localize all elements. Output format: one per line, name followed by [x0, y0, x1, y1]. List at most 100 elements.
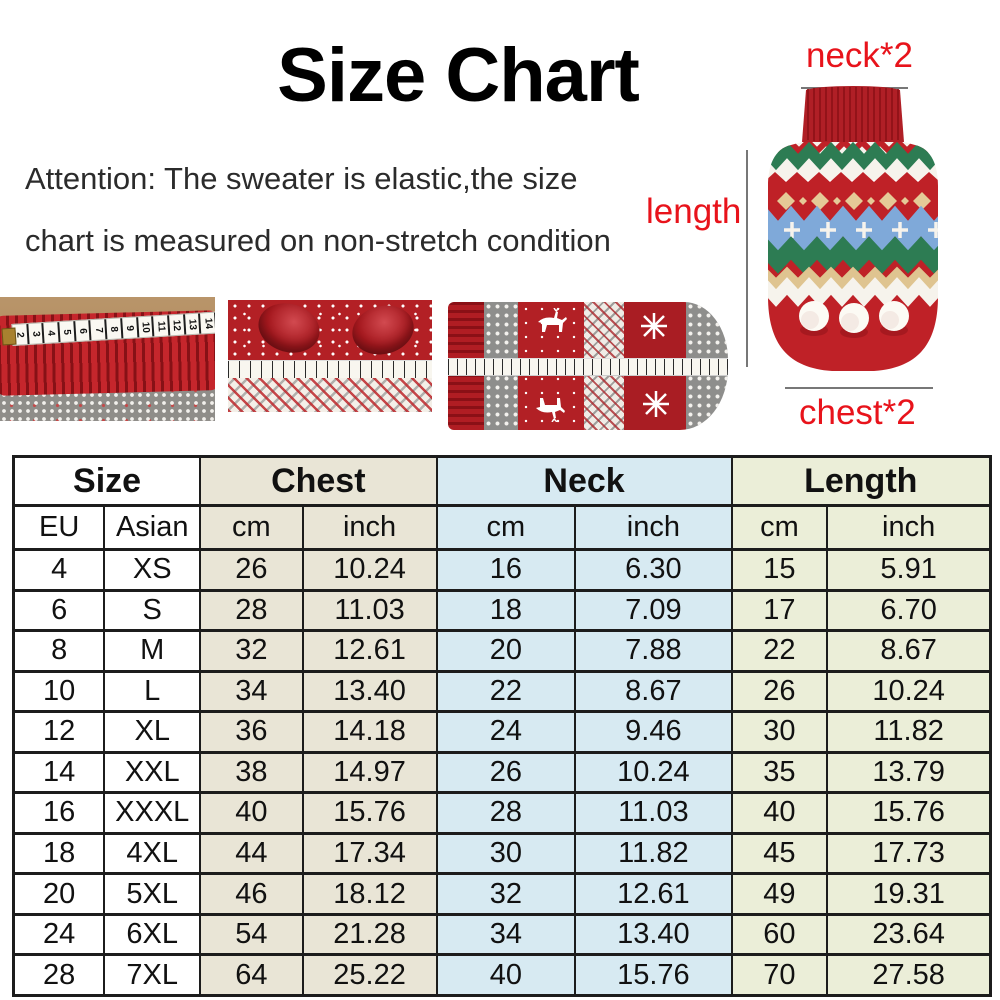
reindeer-motif — [536, 398, 565, 422]
table-row: 24 6XL 54 21.28 34 13.40 60 23.64 — [12, 912, 992, 957]
table-cell: 18 — [435, 588, 577, 633]
measuring-tape — [448, 358, 728, 376]
table-cell: M — [103, 629, 202, 673]
table-cell: 27.58 — [826, 953, 992, 997]
column-neck-inch: inch — [574, 504, 733, 551]
tape-number-cell: 3 — [28, 323, 45, 344]
tape-number-cell: 5 — [59, 321, 77, 343]
sleeve-cuff — [347, 300, 419, 361]
table-cell: 18 — [12, 831, 106, 876]
table-cell: 70 — [730, 953, 829, 997]
table-cell: 4 — [12, 548, 106, 592]
table-cell: 26 — [435, 750, 577, 795]
table-cell: L — [103, 669, 202, 714]
table-cell: 6.70 — [826, 588, 992, 633]
sweater-product-image — [768, 86, 938, 371]
table-row: 4 XS 26 10.24 16 6.30 15 5.91 — [12, 548, 992, 592]
column-group-size: Size — [12, 455, 202, 507]
table-cell: 35 — [730, 750, 829, 795]
table-cell: 34 — [199, 669, 304, 714]
table-cell: 14.18 — [301, 710, 438, 754]
table-cell: 7.88 — [574, 629, 733, 673]
table-cell: 34 — [435, 912, 577, 957]
table-cell: 20 — [435, 629, 577, 673]
table-cell: 6 — [12, 588, 106, 633]
table-row: 28 7XL 64 25.22 40 15.76 70 27.58 — [12, 953, 992, 997]
table-cell: 8 — [12, 629, 106, 673]
red-knit-panel — [228, 300, 432, 364]
size-table: Size Chest Neck Length EU Asian cm inch … — [12, 455, 992, 997]
tape-number-cell: 11 — [153, 315, 171, 337]
table-cell: 8.67 — [826, 629, 992, 673]
table-cell: 24 — [12, 912, 106, 957]
table-cell: 21.28 — [301, 912, 438, 957]
table-cell: 40 — [435, 953, 577, 997]
column-chest-cm: cm — [199, 504, 304, 551]
table-cell: 46 — [199, 872, 304, 916]
table-cell: 11.82 — [574, 831, 733, 876]
table-cell: 28 — [199, 588, 304, 633]
snowflake-motif — [643, 391, 669, 417]
table-cell: 28 — [435, 791, 577, 835]
table-cell: 49 — [730, 872, 829, 916]
attention-line-1: Attention: The sweater is elastic,the si… — [25, 161, 578, 196]
column-group-chest: Chest — [199, 455, 438, 507]
table-cell: 12 — [12, 710, 106, 754]
table-cell: 10.24 — [574, 750, 733, 795]
table-cell: 16 — [435, 548, 577, 592]
column-neck-cm: cm — [435, 504, 577, 551]
sweater-body-pattern — [768, 142, 938, 371]
chest-measure-line — [785, 387, 933, 389]
size-table-body: 4 XS 26 10.24 16 6.30 15 5.91 6 S 28 11.03 18 7.09 17 6… — [12, 548, 992, 997]
table-cell: 28 — [12, 953, 106, 997]
table-cell: 40 — [730, 791, 829, 835]
table-cell: 13.79 — [826, 750, 992, 795]
table-cell: 60 — [730, 912, 829, 957]
table-cell: 11.03 — [574, 791, 733, 835]
table-cell: 13.40 — [574, 912, 733, 957]
attention-line-2: chart is measured on non-stretch conditi… — [25, 223, 611, 258]
table-row: 6 S 28 11.03 18 7.09 17 6.70 — [12, 588, 992, 633]
table-cell: 16 — [12, 791, 106, 835]
table-cell: 15.76 — [301, 791, 438, 835]
sleeve-cuff — [252, 300, 326, 360]
table-cell: XXXL — [103, 791, 202, 835]
column-eu: EU — [12, 504, 106, 551]
column-chest-inch: inch — [301, 504, 438, 551]
table-cell: 17.34 — [301, 831, 438, 876]
column-length-inch: inch — [826, 504, 992, 551]
column-group-neck: Neck — [435, 455, 733, 507]
table-cell: 12.61 — [574, 872, 733, 916]
table-cell: 36 — [199, 710, 304, 754]
table-cell: 4XL — [103, 831, 202, 876]
table-row: 8 M 32 12.61 20 7.88 22 8.67 — [12, 629, 992, 673]
tape-number-cell: 13 — [184, 313, 202, 335]
tape-number-cell: 14 — [200, 312, 215, 334]
tape-number-cell: 4 — [43, 322, 61, 344]
sweater-collar — [802, 86, 904, 142]
table-cell: 30 — [730, 710, 829, 754]
table-cell: 12.61 — [301, 629, 438, 673]
table-cell: 25.22 — [301, 953, 438, 997]
table-cell: 5XL — [103, 872, 202, 916]
table-cell: 5.91 — [826, 548, 992, 592]
table-cell: 38 — [199, 750, 304, 795]
tape-number-cell: 12 — [168, 314, 186, 336]
table-cell: 14.97 — [301, 750, 438, 795]
column-group-length: Length — [730, 455, 992, 507]
table-cell: 10 — [12, 669, 106, 714]
table-cell: 6.30 — [574, 548, 733, 592]
tape-number-cell: 7 — [90, 319, 108, 341]
photo-length-measurement — [448, 302, 728, 430]
page-title: Size Chart — [277, 33, 640, 118]
table-cell: 44 — [199, 831, 304, 876]
table-cell: 15.76 — [574, 953, 733, 997]
table-cell: 26 — [199, 548, 304, 592]
tape-clasp — [1, 327, 17, 346]
reindeer-motif — [538, 308, 567, 332]
table-row: 12 XL 36 14.18 24 9.46 30 11.82 — [12, 710, 992, 754]
table-cell: 14 — [12, 750, 106, 795]
photo-collar-measurement: 2 3 4 5 6 7 8 9 10 11 12 13 14 — [0, 297, 215, 421]
table-cell: 45 — [730, 831, 829, 876]
